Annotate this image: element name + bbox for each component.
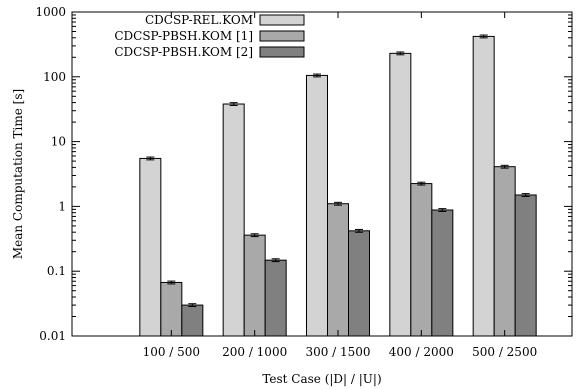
bar [243, 234, 266, 337]
bar [160, 281, 183, 337]
legend-label: CDCSP-PBSH.KOM [1] [114, 29, 253, 43]
legend-swatch [259, 30, 305, 42]
x-tick-label: 400 / 2000 [389, 345, 454, 359]
x-tick-label: 100 / 500 [143, 345, 200, 359]
legend-label: CDCSP-PBSH.KOM [2] [114, 45, 253, 59]
bar [264, 259, 287, 337]
y-tick-label: 0.1 [47, 264, 66, 278]
y-axis-label: Mean Computation Time [s] [11, 89, 25, 259]
bar [389, 52, 412, 337]
bar [410, 183, 433, 337]
y-tick-label: 1000 [35, 5, 66, 19]
x-tick-label: 300 / 1500 [305, 345, 370, 359]
legend-swatch [259, 14, 305, 26]
ticks-group: 0.01 0.1 1 10 100 1000 100 / 500 200 / 1000 300 … [35, 5, 572, 359]
x-tick-label: 500 / 2500 [472, 345, 537, 359]
bar [181, 304, 204, 337]
bar [222, 103, 245, 337]
bar [472, 35, 495, 337]
legend: CDCSP-REL.KOM CDCSP-PBSH.KOM [1] CDCSP-PBS… [114, 13, 305, 59]
x-tick-label: 200 / 1000 [222, 345, 287, 359]
y-tick-label: 1 [58, 199, 66, 213]
bar [431, 209, 454, 337]
bar [327, 203, 349, 337]
bar [514, 194, 537, 337]
bar [348, 230, 370, 337]
bars-group [139, 34, 537, 337]
y-tick-label: 0.01 [39, 329, 66, 343]
bar [139, 157, 162, 337]
y-tick-label: 10 [51, 135, 66, 149]
legend-swatch [259, 46, 305, 58]
bar [306, 74, 328, 337]
plot-frame [71, 11, 573, 337]
legend-label: CDCSP-REL.KOM [145, 13, 253, 27]
y-tick-label: 100 [43, 70, 66, 84]
x-axis-label: Test Case (|D| / |U|) [262, 372, 381, 386]
bar [493, 166, 516, 337]
